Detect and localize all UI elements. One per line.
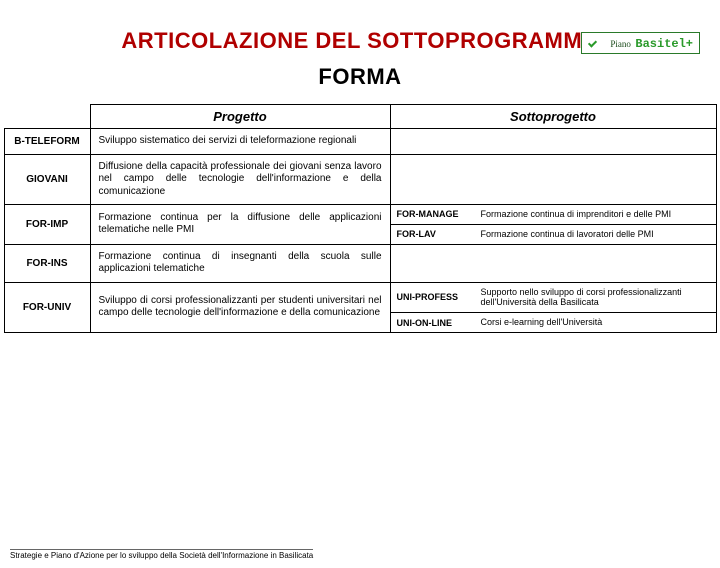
subproject-name: FOR-LAV [391, 224, 475, 243]
header-empty [4, 105, 90, 129]
table-row: FOR-IMP Formazione continua per la diffu… [4, 205, 716, 245]
subproject-name: FOR-MANAGE [391, 205, 475, 224]
project-name: B-TELEFORM [4, 129, 90, 155]
logo-word-piano: Piano [610, 39, 631, 49]
table-row: GIOVANI Diffusione della capacità profes… [4, 154, 716, 205]
logo-box: Piano Basitel+ [581, 32, 700, 54]
subproject-row: UNI-PROFESS Supporto nello sviluppo di c… [391, 283, 716, 313]
header-progetto: Progetto [90, 105, 390, 129]
table-row: FOR-INS Formazione continua di insegnant… [4, 244, 716, 282]
subproject-row: FOR-LAV Formazione continua di lavorator… [391, 224, 716, 243]
project-desc: Sviluppo sistematico dei servizi di tele… [90, 129, 390, 155]
subproject-table: FOR-MANAGE Formazione continua di impren… [391, 205, 716, 244]
logo-word-basitel: Basitel+ [635, 37, 693, 51]
subproject-desc: Corsi e-learning dell'Università [475, 313, 716, 332]
table-row: FOR-UNIV Sviluppo di corsi professionali… [4, 282, 716, 332]
project-desc: Sviluppo di corsi professionalizzanti pe… [90, 282, 390, 332]
page-title-line2: FORMA [0, 64, 720, 90]
project-desc: Formazione continua di insegnanti della … [90, 244, 390, 282]
subproject-cell [390, 154, 716, 205]
subproject-name: UNI-PROFESS [391, 283, 475, 313]
subproject-row: UNI-ON-LINE Corsi e-learning dell'Univer… [391, 313, 716, 332]
subproject-row: FOR-MANAGE Formazione continua di impren… [391, 205, 716, 224]
subproject-name: UNI-ON-LINE [391, 313, 475, 332]
project-name: GIOVANI [4, 154, 90, 205]
table-header-row: Progetto Sottoprogetto [4, 105, 716, 129]
subproject-desc: Formazione continua di lavoratori delle … [475, 224, 716, 243]
project-name: FOR-INS [4, 244, 90, 282]
project-name: FOR-IMP [4, 205, 90, 245]
subproject-table: UNI-PROFESS Supporto nello sviluppo di c… [391, 283, 716, 332]
project-name: FOR-UNIV [4, 282, 90, 332]
subproject-desc: Supporto nello sviluppo di corsi profess… [475, 283, 716, 313]
projects-table: Progetto Sottoprogetto B-TELEFORM Svilup… [4, 104, 717, 333]
project-desc: Formazione continua per la diffusione de… [90, 205, 390, 245]
subproject-desc: Formazione continua di imprenditori e de… [475, 205, 716, 224]
subproject-cell: UNI-PROFESS Supporto nello sviluppo di c… [390, 282, 716, 332]
header-sottoprogetto: Sottoprogetto [390, 105, 716, 129]
check-icon [588, 37, 602, 47]
project-desc: Diffusione della capacità professionale … [90, 154, 390, 205]
subproject-cell: FOR-MANAGE Formazione continua di impren… [390, 205, 716, 245]
subproject-cell [390, 129, 716, 155]
subproject-cell [390, 244, 716, 282]
footer-text: Strategie e Piano d'Azione per lo svilup… [10, 549, 313, 560]
table-row: B-TELEFORM Sviluppo sistematico dei serv… [4, 129, 716, 155]
